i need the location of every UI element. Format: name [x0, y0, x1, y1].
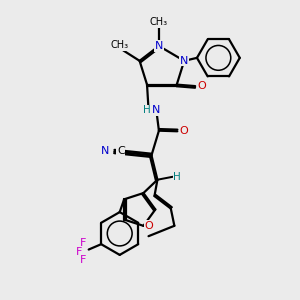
Text: O: O — [197, 81, 206, 91]
Text: N: N — [152, 106, 160, 116]
Text: N: N — [180, 56, 188, 66]
Text: H: H — [143, 106, 151, 116]
Text: F: F — [80, 238, 86, 248]
Text: F: F — [80, 255, 86, 265]
Text: C: C — [117, 146, 125, 157]
Text: CH₃: CH₃ — [150, 17, 168, 27]
Text: O: O — [144, 221, 153, 231]
Text: H: H — [173, 172, 181, 182]
Text: CH₃: CH₃ — [111, 40, 129, 50]
Text: F: F — [76, 247, 83, 257]
Text: N: N — [155, 41, 163, 51]
Text: O: O — [179, 126, 188, 136]
Text: N: N — [101, 146, 110, 157]
